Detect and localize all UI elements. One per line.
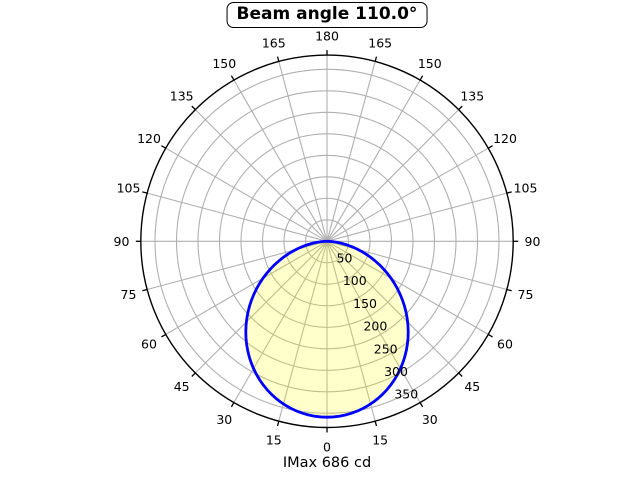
r-tick-label: 250 bbox=[374, 341, 398, 356]
theta-grid-line bbox=[326, 147, 489, 242]
theta-tick-label: 60 bbox=[497, 337, 513, 352]
theta-grid-line bbox=[278, 241, 328, 422]
theta-tick-label: 30 bbox=[216, 412, 232, 427]
theta-tick bbox=[458, 372, 463, 377]
theta-grid-line bbox=[194, 240, 328, 374]
theta-tick-label: 15 bbox=[266, 432, 282, 447]
theta-tick bbox=[142, 288, 148, 292]
theta-tick-label: 15 bbox=[372, 432, 388, 447]
r-tick-label: 350 bbox=[394, 387, 418, 402]
theta-grid-line bbox=[147, 192, 328, 242]
theta-tick-label: 75 bbox=[518, 287, 534, 302]
theta-grid-line bbox=[326, 240, 489, 335]
theta-tick-label: 180 bbox=[315, 28, 339, 43]
r-tick-label: 300 bbox=[384, 364, 408, 379]
theta-tick bbox=[230, 75, 235, 81]
theta-tick bbox=[142, 191, 148, 194]
theta-tick-label: 75 bbox=[121, 287, 137, 302]
theta-grid-line bbox=[233, 241, 328, 403]
imax-annotation: IMax 686 cd bbox=[282, 455, 372, 471]
r-tick-label: 150 bbox=[353, 296, 377, 311]
theta-tick bbox=[487, 333, 493, 338]
theta-tick-label: 150 bbox=[418, 56, 442, 71]
theta-tick bbox=[161, 333, 167, 338]
theta-tick bbox=[374, 420, 378, 427]
theta-grid-line bbox=[194, 109, 328, 242]
theta-tick-label: 165 bbox=[368, 35, 392, 50]
theta-tick-label: 90 bbox=[525, 234, 541, 249]
theta-tick-label: 150 bbox=[212, 56, 236, 71]
theta-grid-line bbox=[233, 79, 328, 242]
theta-tick-label: 105 bbox=[514, 181, 538, 196]
theta-tick bbox=[419, 75, 424, 81]
theta-grid-line bbox=[165, 240, 328, 335]
theta-tick bbox=[230, 402, 235, 408]
theta-grid-line bbox=[326, 192, 507, 242]
theta-grid-line bbox=[326, 109, 460, 242]
theta-tick bbox=[276, 56, 280, 62]
theta-tick-label: 120 bbox=[137, 131, 161, 146]
theta-tick bbox=[506, 191, 512, 194]
theta-grid-line bbox=[278, 61, 328, 242]
theta-tick-label: 135 bbox=[170, 89, 194, 104]
theta-grid-line bbox=[326, 79, 421, 242]
chart-title: Beam angle 110.0° bbox=[226, 2, 428, 28]
theta-tick bbox=[419, 402, 424, 408]
theta-tick bbox=[276, 420, 280, 427]
theta-tick-label: 45 bbox=[174, 379, 190, 394]
theta-grid-line bbox=[326, 61, 376, 242]
theta-grid-line bbox=[326, 240, 460, 374]
theta-tick-label: 30 bbox=[422, 412, 438, 427]
theta-tick-label: 165 bbox=[262, 35, 286, 50]
theta-tick bbox=[506, 288, 512, 292]
theta-tick-label: 0 bbox=[323, 439, 331, 454]
theta-grid-line bbox=[165, 147, 328, 242]
r-tick-label: 50 bbox=[337, 251, 353, 266]
theta-tick-label: 105 bbox=[117, 181, 141, 196]
theta-tick-label: 90 bbox=[114, 234, 130, 249]
beam-intensity-curve bbox=[244, 239, 410, 419]
theta-tick-label: 60 bbox=[141, 337, 157, 352]
theta-tick bbox=[191, 372, 196, 377]
theta-tick-label: 45 bbox=[464, 379, 480, 394]
theta-tick bbox=[374, 56, 378, 62]
theta-tick bbox=[191, 105, 196, 111]
r-tick-label: 200 bbox=[363, 319, 387, 334]
theta-grid-line bbox=[326, 241, 376, 422]
r-tick-label: 100 bbox=[343, 273, 367, 288]
theta-tick-label: 120 bbox=[493, 131, 517, 146]
theta-tick-label: 135 bbox=[460, 89, 484, 104]
theta-tick bbox=[487, 145, 493, 149]
theta-grid-line bbox=[326, 241, 421, 403]
theta-tick bbox=[458, 105, 463, 111]
theta-tick bbox=[161, 145, 167, 149]
